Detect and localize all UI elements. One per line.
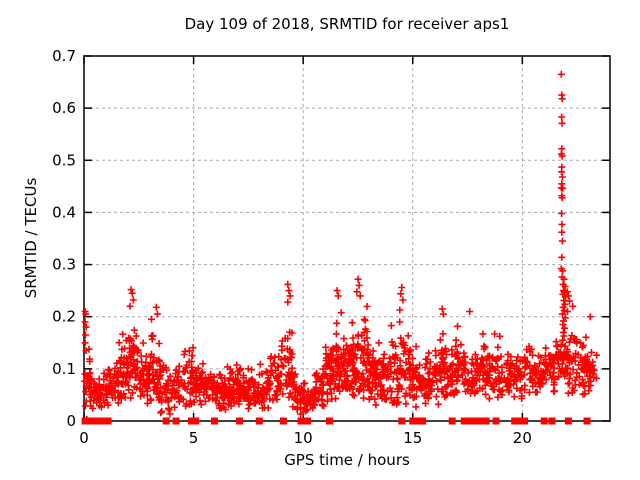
zero-marker — [540, 417, 548, 425]
zero-marker — [477, 417, 485, 425]
zero-marker — [104, 417, 112, 425]
y-tick-label: 0.1 — [52, 360, 76, 378]
zero-marker — [210, 417, 218, 425]
x-axis-label: GPS time / hours — [284, 451, 410, 469]
zero-marker — [172, 417, 180, 425]
y-tick-label: 0.7 — [52, 47, 76, 65]
zero-marker — [255, 417, 263, 425]
zero-marker — [187, 417, 195, 425]
zero-marker — [398, 417, 406, 425]
x-tick-label: 10 — [294, 429, 313, 447]
data-points-path — [81, 70, 601, 423]
zero-marker — [482, 417, 490, 425]
zero-marker — [304, 417, 312, 425]
plot-border — [83, 55, 611, 422]
zero-marker — [583, 417, 591, 425]
zero-marker — [279, 417, 287, 425]
zero-marker — [419, 417, 427, 425]
x-tick-label: 20 — [513, 429, 532, 447]
chart-title: Day 109 of 2018, SRMTID for receiver aps… — [184, 15, 510, 33]
zero-marker — [297, 417, 305, 425]
zero-marker — [492, 417, 500, 425]
y-tick-label: 0 — [66, 412, 76, 430]
zero-marker — [414, 417, 422, 425]
zero-marker — [95, 417, 103, 425]
axis-tick-labels: 0 0.1 0.2 0.3 0.4 0.5 0.6 0.7 0 5 10 15 20 — [52, 47, 532, 447]
zero-marker — [409, 417, 417, 425]
x-tick-label: 0 — [79, 429, 89, 447]
data-points — [81, 70, 601, 423]
zero-marker — [87, 417, 95, 425]
y-tick-label: 0.2 — [52, 308, 76, 326]
zero-marker — [236, 417, 244, 425]
zero-marker — [192, 417, 200, 425]
zero-marker — [325, 417, 333, 425]
zero-marker — [448, 417, 456, 425]
y-tick-label: 0.5 — [52, 151, 76, 169]
y-tick-label: 0.4 — [52, 203, 76, 221]
zero-marker — [162, 417, 170, 425]
zero-value-markers — [81, 417, 591, 425]
plot-border-rect — [83, 55, 611, 422]
y-tick-label: 0.3 — [52, 256, 76, 274]
y-tick-label: 0.6 — [52, 99, 76, 117]
zero-marker — [564, 417, 572, 425]
x-tick-label: 5 — [189, 429, 199, 447]
x-tick-label: 15 — [403, 429, 422, 447]
zero-marker — [548, 417, 556, 425]
zero-marker — [521, 417, 529, 425]
